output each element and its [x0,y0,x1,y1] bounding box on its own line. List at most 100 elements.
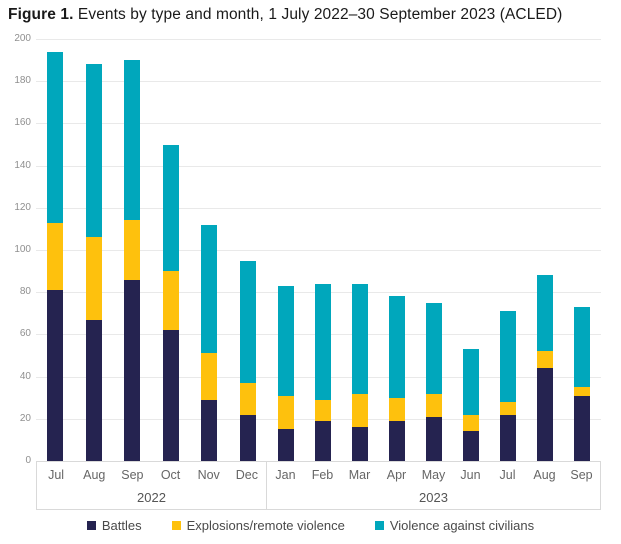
legend-label: Violence against civilians [389,518,535,533]
stacked-bar [162,144,179,461]
bar-segment [85,319,102,461]
bar-segment [574,306,591,388]
bar-segment [500,414,517,461]
bar-segment [500,401,517,415]
bar-segment [500,311,517,402]
y-tick-label: 0 [25,455,31,466]
x-axis-labels: Jul Aug Sep Oct Nov Dec 2022 Jan Feb Mar Apr May Jun… [36,461,602,510]
bar-segment [537,368,554,461]
month-label: Jul [48,468,65,482]
y-tick-label: 200 [14,33,31,44]
y-tick-label: 160 [14,117,31,129]
bar-segment [537,275,554,352]
legend: Battles Explosions/remote violence Violenc… [0,518,621,533]
bar-group-2022 [36,39,267,461]
bar-segment [388,397,405,421]
bar-segment [351,393,368,428]
legend-item: Explosions/remote violence [171,518,345,533]
figure-title: Figure 1. Events by type and month, 1 Ju… [8,6,562,24]
bar-segment [162,330,179,461]
stacked-bar [500,311,517,461]
bar-segment [277,429,294,461]
bar-segment [277,395,294,430]
x-axis-group-2023: Jan Feb Mar Apr May Jun Jul Aug Sep 2023 [267,461,601,510]
gridline [36,81,601,83]
bar-segment [463,431,480,461]
bar-group-2023 [267,39,601,461]
bar-segment [47,222,64,291]
stacked-bar [574,306,591,461]
bar-segment [124,220,141,280]
stacked-bar [425,302,442,461]
gridline [36,165,601,167]
month-label: May [421,468,446,482]
bar-segment [537,351,554,369]
month-label: Sep [121,468,144,482]
stacked-bar [537,275,554,461]
gridline [36,123,601,125]
y-tick-label: 120 [14,201,31,213]
bar-segment [124,60,141,221]
figure-title-text: Events by type and month, 1 July 2022–30… [73,6,563,23]
y-tick-label: 80 [19,286,31,298]
gridline [36,207,601,209]
y-tick-label: 40 [19,370,31,382]
bar-segment [314,420,331,461]
month-label: Feb [311,468,334,482]
month-label: Aug [83,468,106,482]
gridline [36,39,601,40]
bar-segment [277,285,294,396]
month-label: Jul [499,468,516,482]
legend-swatch-icon [374,521,384,530]
year-label: 2023 [419,490,448,505]
stacked-bar [463,349,480,461]
y-tick-label: 140 [14,159,31,171]
bar-segment [162,271,179,331]
month-label: Apr [386,468,407,482]
month-label: Sep [570,468,593,482]
bar-segment [351,283,368,394]
stacked-bar [47,51,64,461]
stacked-bar [201,224,218,461]
bar-segment [201,399,218,461]
legend-swatch-icon [86,521,96,530]
stacked-bar [314,283,331,461]
stacked-bar [85,64,102,461]
month-label: Nov [197,468,220,482]
bar-segment [463,414,480,432]
bar-segment [201,224,218,354]
month-label: Mar [348,468,371,482]
month-label: Aug [533,468,556,482]
bar-segment [201,353,218,400]
stacked-bar [124,60,141,461]
bar-segment [425,302,442,394]
bar-segment [388,420,405,461]
y-tick-label: 100 [14,244,31,255]
bar-segment [463,349,480,415]
stacked-bar [239,260,256,461]
bar-segment [162,144,179,272]
stacked-bar [388,296,405,461]
bar-segment [47,51,64,223]
y-tick-label: 180 [14,75,31,87]
stacked-bar [277,285,294,461]
legend-swatch-icon [171,521,181,530]
legend-item: Battles [86,518,142,533]
bar-segment [351,427,368,461]
bar-segment [85,237,102,320]
legend-label: Battles [101,518,142,533]
month-label: Jun [460,468,481,482]
x-axis-group-2022: Jul Aug Sep Oct Nov Dec 2022 [36,461,267,510]
year-label: 2022 [137,490,166,505]
month-label: Oct [160,468,181,482]
legend-item: Violence against civilians [374,518,535,533]
plot-area [36,39,601,461]
bar-segment [314,283,331,400]
bar-segment [239,260,256,383]
bar-segment [314,399,331,421]
bar-segment [239,382,256,415]
bar-segment [85,64,102,238]
stacked-bar [351,283,368,461]
bar-segment [574,395,591,461]
